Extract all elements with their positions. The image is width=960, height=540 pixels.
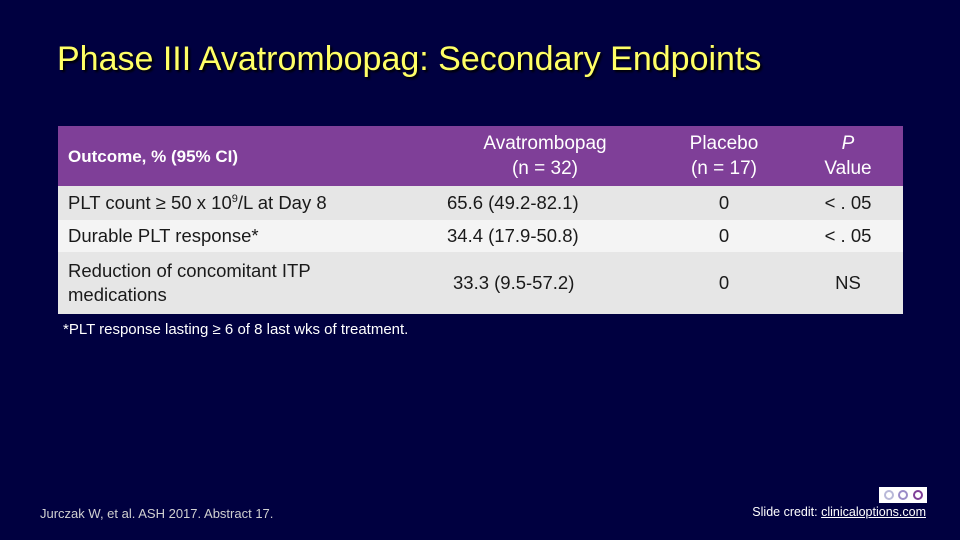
logo-ring-2 [898, 490, 908, 500]
outcome-text-suffix: /L at Day 8 [237, 192, 327, 213]
cell-outcome: PLT count ≥ 50 x 109/L at Day 8 [58, 186, 435, 220]
header-p-value: P Value [793, 126, 903, 186]
cell-outcome: Reduction of concomitant ITP medications [58, 252, 435, 314]
cell-placebo: 0 [655, 252, 793, 314]
logo-ring-3 [912, 490, 923, 500]
cell-p-value: < . 05 [793, 220, 903, 252]
header-placebo-name: Placebo [689, 133, 759, 154]
cell-avatrombopag: 65.6 (49.2-82.1) [435, 186, 655, 220]
cell-avatrombopag: 34.4 (17.9-50.8) [435, 220, 655, 252]
table-row: PLT count ≥ 50 x 109/L at Day 8 65.6 (49… [58, 186, 903, 220]
header-avatrombopag-name: Avatrombopag [483, 133, 607, 154]
cell-placebo: 0 [655, 220, 793, 252]
header-placebo-n: (n = 17) [690, 158, 757, 179]
outcome-text: PLT count ≥ 50 x 10 [68, 192, 232, 213]
table-row: Reduction of concomitant ITP medications… [58, 252, 903, 314]
cell-avatrombopag: 33.3 (9.5-57.2) [435, 252, 655, 314]
cell-p-value: NS [793, 252, 903, 314]
cell-outcome: Durable PLT response* [58, 220, 435, 252]
cell-placebo: 0 [655, 186, 793, 220]
table-header-row: Outcome, % (95% CI) Avatrombopag (n = 32… [58, 126, 903, 186]
credit-prefix: Slide credit: [752, 505, 822, 519]
cco-logo-icon [879, 487, 927, 503]
slide-credit: Slide credit: clinicaloptions.com [752, 505, 926, 519]
outcome-line-2: medications [68, 284, 167, 305]
header-p-value-word: Value [824, 158, 872, 179]
header-avatrombopag-n: (n = 32) [511, 158, 578, 179]
logo-ring-1 [883, 490, 894, 500]
header-placebo: Placebo (n = 17) [655, 126, 793, 186]
cell-p-value: < . 05 [793, 186, 903, 220]
header-outcome: Outcome, % (95% CI) [58, 126, 435, 186]
header-avatrombopag: Avatrombopag (n = 32) [435, 126, 655, 186]
slide-title: Phase III Avatrombopag: Secondary Endpoi… [57, 40, 762, 78]
citation: Jurczak W, et al. ASH 2017. Abstract 17. [40, 506, 274, 521]
table-footnote: *PLT response lasting ≥ 6 of 8 last wks … [63, 321, 409, 338]
credit-link[interactable]: clinicaloptions.com [821, 505, 926, 519]
outcome-superscript: 9 [231, 192, 238, 205]
endpoints-table: Outcome, % (95% CI) Avatrombopag (n = 32… [58, 126, 903, 314]
outcome-line-1: Reduction of concomitant ITP [68, 260, 311, 281]
table-row: Durable PLT response* 34.4 (17.9-50.8) 0… [58, 220, 903, 252]
header-p-letter: P [841, 133, 855, 154]
